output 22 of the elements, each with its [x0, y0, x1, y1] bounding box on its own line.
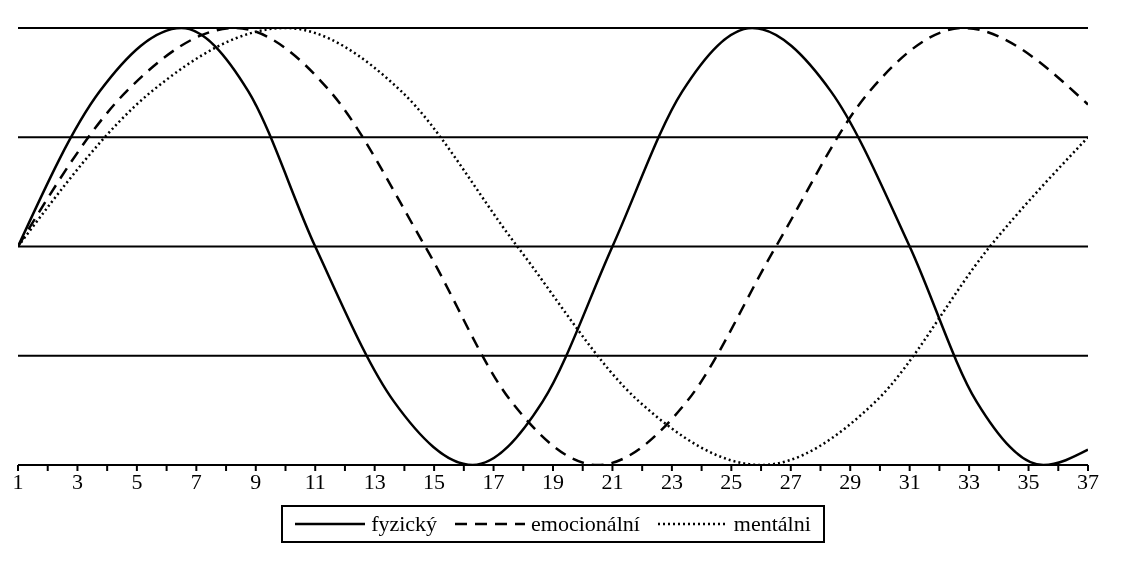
- x-tick-label: 17: [482, 468, 505, 494]
- x-tick-label: 19: [542, 468, 564, 494]
- x-tick-label: 29: [839, 468, 862, 494]
- x-tick-label: 27: [779, 468, 802, 494]
- x-tick-label: 25: [720, 468, 743, 494]
- x-tick-label: 11: [304, 468, 326, 494]
- x-tick-label: 5: [131, 468, 143, 494]
- x-tick-label: 31: [898, 468, 921, 494]
- x-tick-label: 33: [958, 468, 981, 494]
- x-tick-label: 15: [423, 468, 446, 494]
- x-tick-label: 35: [1017, 468, 1040, 494]
- x-tick-label: 13: [363, 468, 386, 494]
- x-tick-label: 7: [190, 468, 202, 494]
- x-tick-label: 37: [1077, 468, 1099, 494]
- legend-label: mentálni: [733, 511, 811, 537]
- x-tick-label: 3: [71, 468, 83, 494]
- x-tick-label: 21: [601, 468, 624, 494]
- x-tick-label: 1: [12, 468, 24, 494]
- x-tick-label: 23: [660, 468, 683, 494]
- legend-label: fyzický: [371, 511, 438, 537]
- legend-label: emocionální: [531, 511, 640, 537]
- x-tick-label: 9: [250, 468, 262, 494]
